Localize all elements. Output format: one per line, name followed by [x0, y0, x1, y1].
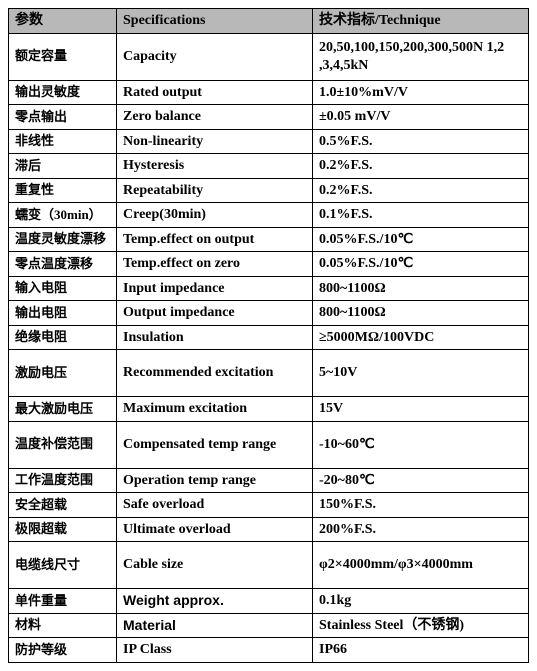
table-row: 防护等级IP ClassIP66 — [9, 638, 529, 663]
table-row: 温度灵敏度漂移Temp.effect on output0.05%F.S./10… — [9, 227, 529, 252]
cell-spec: Capacity — [117, 33, 313, 80]
cell-param: 蠕变（30min） — [9, 203, 117, 228]
cell-tech: 15V — [313, 397, 529, 422]
cell-param: 绝缘电阻 — [9, 325, 117, 350]
cell-tech: ±0.05 mV/V — [313, 105, 529, 130]
cell-param: 滞后 — [9, 154, 117, 179]
cell-tech: 0.1kg — [313, 589, 529, 614]
cell-param: 最大激励电压 — [9, 397, 117, 422]
header-tech: 技术指标/Technique — [313, 9, 529, 34]
cell-spec: Safe overload — [117, 493, 313, 518]
cell-spec: Non-linearity — [117, 129, 313, 154]
cell-tech: ≥5000MΩ/100VDC — [313, 325, 529, 350]
cell-param: 温度补偿范围 — [9, 421, 117, 468]
cell-param: 电缆线尺寸 — [9, 542, 117, 589]
cell-param: 极限超载 — [9, 517, 117, 542]
cell-tech: IP66 — [313, 638, 529, 663]
table-row: 激励电压Recommended excitation5~10V — [9, 350, 529, 397]
table-row: 温度补偿范围Compensated temp range-10~60℃ — [9, 421, 529, 468]
cell-tech: 0.2%F.S. — [313, 178, 529, 203]
table-row: 重复性Repeatability0.2%F.S. — [9, 178, 529, 203]
cell-tech: 800~1100Ω — [313, 276, 529, 301]
cell-param: 重复性 — [9, 178, 117, 203]
cell-tech: 0.1%F.S. — [313, 203, 529, 228]
table-row: 电缆线尺寸Cable sizeφ2×4000mm/φ3×4000mm — [9, 542, 529, 589]
cell-spec: Creep(30min) — [117, 203, 313, 228]
cell-spec: Recommended excitation — [117, 350, 313, 397]
cell-tech: 0.5%F.S. — [313, 129, 529, 154]
spec-table: 参数 Specifications 技术指标/Technique 额定容量Cap… — [8, 8, 529, 663]
cell-tech: Stainless Steel（不锈钢) — [313, 613, 529, 638]
spec-table-body: 额定容量Capacity20,50,100,150,200,300,500N 1… — [9, 33, 529, 662]
cell-spec: Output impedance — [117, 301, 313, 326]
table-row: 绝缘电阻Insulation≥5000MΩ/100VDC — [9, 325, 529, 350]
cell-param: 防护等级 — [9, 638, 117, 663]
cell-param: 额定容量 — [9, 33, 117, 80]
cell-param: 输出灵敏度 — [9, 80, 117, 105]
table-row: 输入电阻Input impedance800~1100Ω — [9, 276, 529, 301]
cell-tech: 20,50,100,150,200,300,500N 1,2 ,3,4,5kN — [313, 33, 529, 80]
table-row: 额定容量Capacity20,50,100,150,200,300,500N 1… — [9, 33, 529, 80]
cell-spec: Weight approx. — [117, 589, 313, 614]
table-row: 零点温度漂移Temp.effect on zero0.05%F.S./10℃ — [9, 252, 529, 277]
cell-spec: Rated output — [117, 80, 313, 105]
cell-param: 零点温度漂移 — [9, 252, 117, 277]
header-row: 参数 Specifications 技术指标/Technique — [9, 9, 529, 34]
header-param: 参数 — [9, 9, 117, 34]
table-row: 非线性Non-linearity0.5%F.S. — [9, 129, 529, 154]
table-row: 单件重量Weight approx.0.1kg — [9, 589, 529, 614]
cell-tech: 0.05%F.S./10℃ — [313, 252, 529, 277]
table-row: 材料MaterialStainless Steel（不锈钢) — [9, 613, 529, 638]
cell-param: 材料 — [9, 613, 117, 638]
cell-param: 输出电阻 — [9, 301, 117, 326]
cell-spec: Hysteresis — [117, 154, 313, 179]
header-spec: Specifications — [117, 9, 313, 34]
cell-spec: Zero balance — [117, 105, 313, 130]
cell-spec: Ultimate overload — [117, 517, 313, 542]
cell-tech: 200%F.S. — [313, 517, 529, 542]
cell-tech: 800~1100Ω — [313, 301, 529, 326]
cell-spec: Input impedance — [117, 276, 313, 301]
cell-tech: 0.2%F.S. — [313, 154, 529, 179]
cell-spec: Insulation — [117, 325, 313, 350]
cell-param: 激励电压 — [9, 350, 117, 397]
cell-param: 工作温度范围 — [9, 468, 117, 493]
table-row: 蠕变（30min）Creep(30min)0.1%F.S. — [9, 203, 529, 228]
cell-param: 非线性 — [9, 129, 117, 154]
cell-spec: Compensated temp range — [117, 421, 313, 468]
cell-tech: 150%F.S. — [313, 493, 529, 518]
table-row: 滞后Hysteresis0.2%F.S. — [9, 154, 529, 179]
cell-spec: Temp.effect on zero — [117, 252, 313, 277]
cell-spec: Temp.effect on output — [117, 227, 313, 252]
cell-spec: Cable size — [117, 542, 313, 589]
cell-tech: -20~80℃ — [313, 468, 529, 493]
cell-spec: IP Class — [117, 638, 313, 663]
table-row: 输出电阻Output impedance800~1100Ω — [9, 301, 529, 326]
cell-param: 安全超载 — [9, 493, 117, 518]
table-row: 输出灵敏度Rated output1.0±10%mV/V — [9, 80, 529, 105]
cell-tech: 5~10V — [313, 350, 529, 397]
cell-tech: 1.0±10%mV/V — [313, 80, 529, 105]
table-row: 安全超载Safe overload150%F.S. — [9, 493, 529, 518]
table-row: 工作温度范围Operation temp range-20~80℃ — [9, 468, 529, 493]
cell-tech: 0.05%F.S./10℃ — [313, 227, 529, 252]
table-row: 零点输出Zero balance±0.05 mV/V — [9, 105, 529, 130]
table-row: 极限超载Ultimate overload200%F.S. — [9, 517, 529, 542]
cell-tech: φ2×4000mm/φ3×4000mm — [313, 542, 529, 589]
cell-tech: -10~60℃ — [313, 421, 529, 468]
cell-spec: Material — [117, 613, 313, 638]
cell-param: 温度灵敏度漂移 — [9, 227, 117, 252]
table-row: 最大激励电压Maximum excitation15V — [9, 397, 529, 422]
cell-param: 输入电阻 — [9, 276, 117, 301]
cell-param: 零点输出 — [9, 105, 117, 130]
cell-spec: Maximum excitation — [117, 397, 313, 422]
cell-param: 单件重量 — [9, 589, 117, 614]
cell-spec: Operation temp range — [117, 468, 313, 493]
cell-spec: Repeatability — [117, 178, 313, 203]
